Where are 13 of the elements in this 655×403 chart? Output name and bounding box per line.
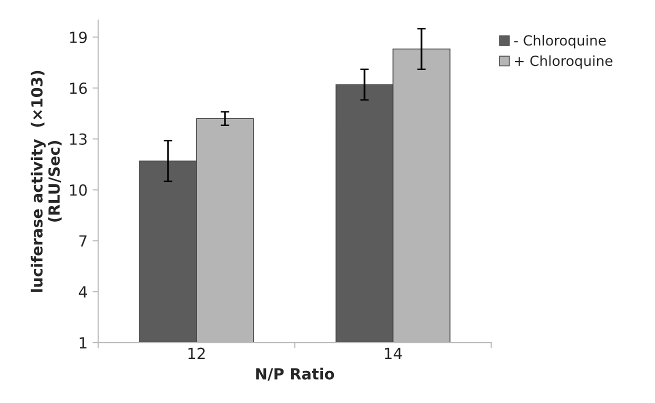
x-tick-label: 14: [384, 348, 402, 360]
y-tick-label: 10: [70, 184, 87, 196]
y-tick-label: 7: [79, 235, 87, 247]
legend-label: + Chloroquine: [514, 55, 612, 69]
y-tick-label: 13: [70, 133, 87, 145]
x-tick-label: 12: [188, 348, 205, 360]
x-axis-title: N/P Ratio: [256, 368, 334, 381]
y-tick-label: 1: [80, 337, 86, 348]
y-tick-label: 16: [70, 82, 87, 94]
y-axis-title: luciferase activity (×103) (RLU/Sec): [30, 70, 62, 292]
y-tick-label: 4: [78, 286, 87, 298]
y-tick-label: 19: [70, 32, 87, 44]
legend-label: - Chloroquine: [514, 34, 606, 48]
